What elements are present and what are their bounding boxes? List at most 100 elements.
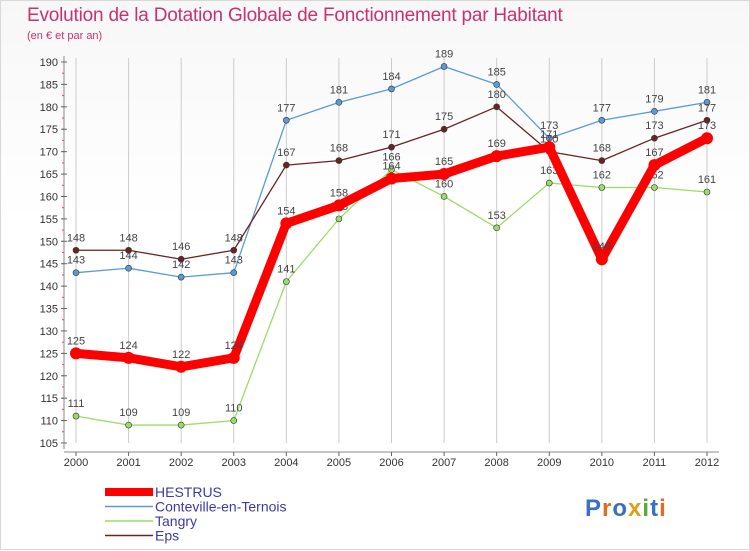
data-label-eps-2001: 148 — [119, 232, 137, 244]
data-point-conteville-2004 — [283, 116, 290, 124]
data-point-tangry-2011 — [651, 184, 658, 191]
data-point-conteville-2011 — [651, 108, 658, 115]
data-label-tangry-2009: 163 — [540, 165, 558, 177]
x-tick-label-2000: 2000 — [64, 457, 88, 469]
series-hestrus: 125 124 122 124 154 158 164 165 169 171 146 167 173 — [67, 120, 716, 373]
data-point-conteville-2003 — [230, 269, 238, 276]
x-tick-label-2003: 2003 — [222, 457, 246, 469]
y-tick-label-105: 105 — [40, 438, 58, 450]
data-point-eps-2005 — [335, 157, 343, 164]
data-label-conteville-2008: 185 — [487, 66, 505, 78]
data-point-tangry-2012 — [703, 188, 711, 196]
data-label-eps-2004: 167 — [277, 147, 295, 159]
y-tick-label-180: 180 — [40, 102, 58, 114]
data-label-eps-2002: 146 — [172, 241, 190, 253]
y-tick-label-145: 145 — [40, 259, 58, 271]
data-label-tangry-2010: 162 — [593, 170, 611, 182]
data-point-tangry-2004 — [283, 278, 290, 285]
data-point-hestrus-2004 — [280, 217, 293, 230]
data-point-tangry-2008 — [493, 224, 500, 232]
data-label-conteville-2007: 189 — [435, 48, 453, 60]
data-label-hestrus-2003: 124 — [225, 340, 243, 352]
data-label-hestrus-2001: 124 — [119, 340, 137, 352]
data-label-tangry-2000: 111 — [68, 398, 85, 410]
logo-letter: r — [602, 495, 613, 522]
data-point-eps-2011 — [651, 134, 658, 142]
x-tick-label-2007: 2007 — [432, 457, 456, 469]
data-label-conteville-2001: 144 — [119, 250, 137, 262]
legend-label-conteville-en-ternois: Conteville-en-Ternois — [155, 499, 287, 515]
y-tick-label-130: 130 — [40, 326, 58, 338]
data-point-hestrus-2008 — [490, 150, 503, 163]
data-point-hestrus-2000 — [70, 347, 82, 360]
x-tick-label-2002: 2002 — [169, 457, 193, 469]
series-conteville: 143 144 142 143 177 181 184 189 185 173 177 179 181 — [67, 48, 716, 281]
data-point-eps-2003 — [230, 246, 238, 254]
data-label-eps-2005: 168 — [330, 143, 348, 155]
x-tick-label-2006: 2006 — [379, 457, 403, 469]
data-label-eps-2003: 148 — [225, 232, 243, 244]
data-label-tangry-2012: 161 — [698, 174, 716, 186]
y-tick-label-120: 120 — [40, 371, 58, 383]
y-tick-label-190: 190 — [40, 57, 58, 69]
data-point-hestrus-2003 — [227, 351, 240, 364]
legend-label-tangry: Tangry — [155, 513, 197, 529]
data-label-eps-2000: 148 — [67, 232, 85, 244]
y-tick-label-125: 125 — [40, 348, 58, 360]
data-label-conteville-2002: 142 — [172, 259, 190, 271]
y-tick-label-150: 150 — [40, 236, 58, 248]
data-point-tangry-2010 — [598, 184, 606, 191]
y-tick-label-110: 110 — [40, 416, 58, 428]
data-point-tangry-2002 — [177, 421, 185, 429]
data-label-conteville-2012: 181 — [698, 84, 716, 96]
data-point-hestrus-2010 — [595, 253, 608, 266]
data-point-tangry-2009 — [545, 179, 553, 187]
data-label-eps-2010: 168 — [593, 143, 611, 155]
data-point-hestrus-2009 — [543, 141, 556, 154]
data-label-hestrus-2000: 125 — [67, 335, 85, 347]
y-tick-label-115: 115 — [40, 393, 58, 405]
data-label-conteville-2000: 143 — [67, 255, 85, 267]
y-tick-label-175: 175 — [40, 124, 58, 136]
data-label-hestrus-2010: 146 — [593, 241, 611, 253]
data-label-hestrus-2012: 173 — [698, 120, 716, 132]
data-label-tangry-2008: 153 — [487, 210, 505, 222]
x-tick-label-2005: 2005 — [327, 457, 351, 469]
data-label-tangry-2001: 109 — [119, 407, 137, 419]
logo-letter: x — [628, 495, 643, 522]
legend-label-hestrus: HESTRUS — [155, 484, 222, 500]
data-point-hestrus-2012 — [701, 132, 713, 145]
data-point-conteville-2012 — [703, 99, 711, 106]
y-tick-label-135: 135 — [40, 304, 58, 316]
data-label-eps-2012: 177 — [698, 102, 716, 114]
data-point-conteville-2008 — [493, 81, 500, 88]
data-label-conteville-2011: 179 — [645, 93, 663, 105]
data-point-conteville-2006 — [388, 85, 395, 93]
data-point-eps-2012 — [703, 116, 711, 124]
data-label-tangry-2007: 160 — [435, 178, 453, 190]
data-point-eps-2008 — [493, 103, 500, 111]
data-label-hestrus-2009: 171 — [540, 129, 558, 141]
data-point-conteville-2000 — [72, 269, 80, 276]
x-tick-label-2008: 2008 — [484, 457, 508, 469]
data-label-tangry-2003: 110 — [225, 403, 243, 415]
logo-letter: P — [585, 495, 603, 522]
x-tick-label-2012: 2012 — [695, 457, 719, 469]
data-label-conteville-2003: 143 — [225, 255, 243, 267]
data-point-conteville-2010 — [598, 116, 606, 124]
chart-subtitle: (en € et par an) — [27, 30, 103, 42]
data-point-eps-2000 — [72, 246, 80, 254]
logo-letter: t — [650, 495, 660, 522]
chart-title: Evolution de la Dotation Globale de Fonc… — [27, 5, 563, 26]
data-point-tangry-2001 — [125, 421, 132, 429]
data-point-hestrus-2002 — [175, 360, 188, 373]
data-point-eps-2004 — [283, 161, 290, 169]
data-point-eps-2010 — [598, 157, 606, 164]
data-label-conteville-2005: 181 — [330, 84, 348, 96]
data-point-tangry-2005 — [335, 215, 343, 223]
data-label-eps-2008: 180 — [487, 89, 505, 101]
x-tick-label-2009: 2009 — [537, 457, 561, 469]
data-point-conteville-2001 — [125, 264, 132, 272]
logo-letter: i — [642, 495, 651, 522]
